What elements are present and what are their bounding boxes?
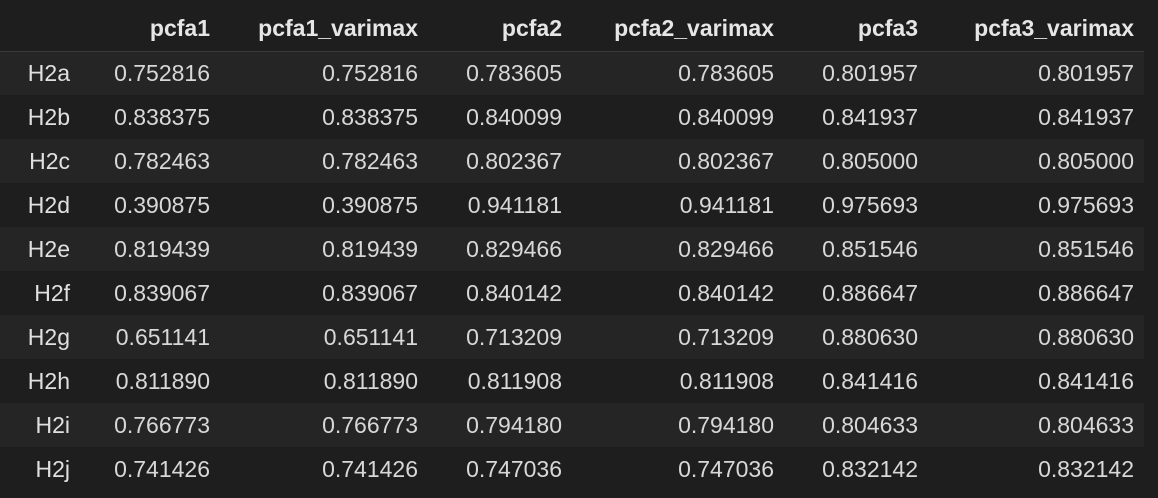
table-cell: 0.839067 — [114, 279, 210, 306]
column-header: pcfa1_varimax — [220, 7, 428, 52]
row-index: H2d — [27, 191, 70, 218]
table-row: H2c 0.782463 0.782463 0.802367 0.802367 … — [0, 139, 1144, 183]
table-cell: 0.941181 — [467, 191, 562, 218]
index-header — [0, 7, 84, 52]
table-cell: 0.851546 — [1038, 235, 1134, 262]
table-cell: 0.880630 — [822, 323, 918, 350]
table-cell: 0.840099 — [466, 103, 562, 130]
table-cell: 0.783605 — [466, 59, 562, 86]
table-row: H2d 0.390875 0.390875 0.941181 0.941181 … — [0, 183, 1144, 227]
table-row: H2a 0.752816 0.752816 0.783605 0.783605 … — [0, 51, 1144, 95]
row-index: H2a — [27, 59, 70, 86]
table-cell: 0.651141 — [115, 323, 210, 350]
table-cell: 0.794180 — [678, 411, 774, 438]
table-cell: 0.941181 — [679, 191, 774, 218]
table-row: H2g 0.651141 0.651141 0.713209 0.713209 … — [0, 315, 1144, 359]
table-cell: 0.651141 — [323, 323, 418, 350]
table-cell: 0.851546 — [822, 235, 918, 262]
table-cell: 0.838375 — [114, 103, 210, 130]
table-header: pcfa1 pcfa1_varimax pcfa2 pcfa2_varimax … — [0, 7, 1144, 52]
table-cell: 0.840099 — [678, 103, 774, 130]
table-cell: 0.805000 — [1038, 147, 1134, 174]
table-cell: 0.832142 — [822, 455, 918, 482]
table-cell: 0.804633 — [1038, 411, 1134, 438]
table-cell: 0.802367 — [678, 147, 774, 174]
dataframe-table: pcfa1 pcfa1_varimax pcfa2 pcfa2_varimax … — [0, 7, 1144, 491]
table-cell: 0.832142 — [1038, 455, 1134, 482]
table-cell: 0.747036 — [678, 455, 774, 482]
table-cell: 0.975693 — [1038, 191, 1134, 218]
table-cell: 0.838375 — [322, 103, 418, 130]
column-header: pcfa3_varimax — [928, 7, 1144, 52]
table-cell: 0.766773 — [322, 411, 418, 438]
table-cell: 0.802367 — [466, 147, 562, 174]
table-cell: 0.783605 — [678, 59, 774, 86]
table-cell: 0.840142 — [466, 279, 562, 306]
table-cell: 0.390875 — [322, 191, 418, 218]
table-cell: 0.840142 — [678, 279, 774, 306]
table-cell: 0.829466 — [678, 235, 774, 262]
table-row: H2h 0.811890 0.811890 0.811908 0.811908 … — [0, 359, 1144, 403]
column-header: pcfa2 — [428, 7, 572, 52]
table-row: H2i 0.766773 0.766773 0.794180 0.794180 … — [0, 403, 1144, 447]
table-row: H2e 0.819439 0.819439 0.829466 0.829466 … — [0, 227, 1144, 271]
table-cell: 0.841416 — [822, 367, 918, 394]
row-index: H2f — [34, 279, 70, 306]
table-row: H2j 0.741426 0.741426 0.747036 0.747036 … — [0, 447, 1144, 491]
row-index: H2c — [29, 147, 70, 174]
table-cell: 0.819439 — [114, 235, 210, 262]
table-cell: 0.839067 — [322, 279, 418, 306]
table-cell: 0.713209 — [678, 323, 774, 350]
table-cell: 0.752816 — [114, 59, 210, 86]
table-cell: 0.841416 — [1038, 367, 1134, 394]
table-cell: 0.811890 — [323, 367, 418, 394]
table-cell: 0.741426 — [114, 455, 210, 482]
table-cell: 0.794180 — [466, 411, 562, 438]
table-cell: 0.713209 — [466, 323, 562, 350]
table-cell: 0.782463 — [322, 147, 418, 174]
table-cell: 0.811908 — [467, 367, 562, 394]
row-index: H2g — [27, 323, 70, 350]
row-index: H2h — [27, 367, 70, 394]
table-cell: 0.841937 — [822, 103, 918, 130]
table-row: H2f 0.839067 0.839067 0.840142 0.840142 … — [0, 271, 1144, 315]
table-cell: 0.390875 — [114, 191, 210, 218]
dataframe-output: pcfa1 pcfa1_varimax pcfa2 pcfa2_varimax … — [0, 7, 1150, 493]
table-cell: 0.811890 — [115, 367, 210, 394]
row-index: H2i — [35, 411, 70, 438]
table-cell: 0.766773 — [114, 411, 210, 438]
column-header: pcfa3 — [784, 7, 928, 52]
table-cell: 0.886647 — [1038, 279, 1134, 306]
table-cell: 0.801957 — [1038, 59, 1134, 86]
table-cell: 0.752816 — [322, 59, 418, 86]
table-cell: 0.811908 — [679, 367, 774, 394]
row-index: H2b — [27, 103, 70, 130]
table-row: H2b 0.838375 0.838375 0.840099 0.840099 … — [0, 95, 1144, 139]
table-cell: 0.804633 — [822, 411, 918, 438]
table-cell: 0.782463 — [114, 147, 210, 174]
table-cell: 0.805000 — [822, 147, 918, 174]
row-index: H2e — [27, 235, 70, 262]
table-cell: 0.880630 — [1038, 323, 1134, 350]
table-body: H2a 0.752816 0.752816 0.783605 0.783605 … — [0, 51, 1144, 491]
table-cell: 0.886647 — [822, 279, 918, 306]
table-cell: 0.841937 — [1038, 103, 1134, 130]
header-row: pcfa1 pcfa1_varimax pcfa2 pcfa2_varimax … — [0, 7, 1144, 52]
table-cell: 0.819439 — [322, 235, 418, 262]
table-cell: 0.801957 — [822, 59, 918, 86]
table-cell: 0.747036 — [466, 455, 562, 482]
row-index: H2j — [35, 455, 70, 482]
table-cell: 0.741426 — [322, 455, 418, 482]
column-header: pcfa2_varimax — [572, 7, 784, 52]
table-cell: 0.975693 — [822, 191, 918, 218]
column-header: pcfa1 — [84, 7, 220, 52]
table-cell: 0.829466 — [466, 235, 562, 262]
